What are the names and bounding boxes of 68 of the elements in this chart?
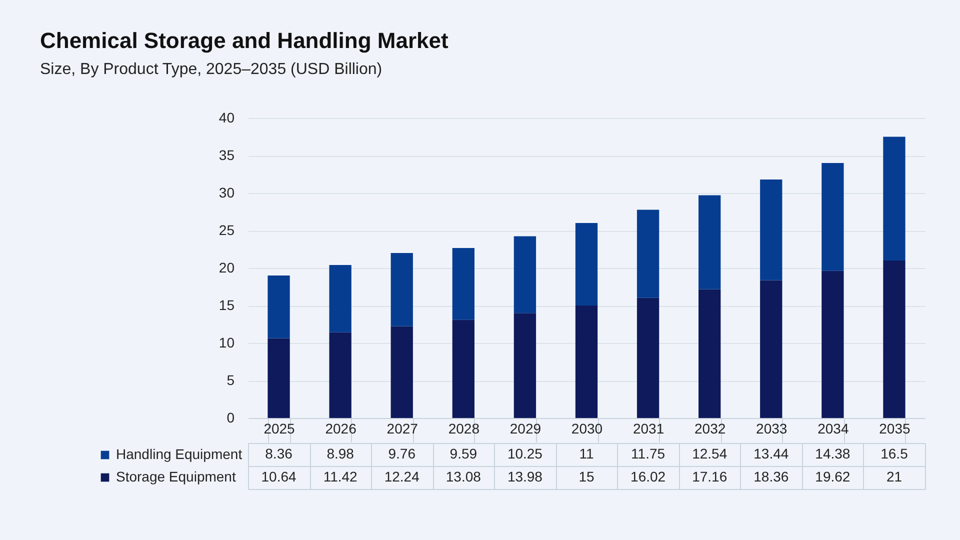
data-label: 8.36 <box>265 446 293 462</box>
data-label: 16.02 <box>630 468 666 484</box>
data-label: 19.62 <box>815 468 850 484</box>
y-tick-label: 0 <box>226 410 235 426</box>
bar <box>760 280 782 418</box>
legend-label: Storage Equipment <box>116 468 236 484</box>
x-tick-label: 2032 <box>694 420 726 436</box>
data-label: 12.24 <box>384 468 420 484</box>
data-label: 13.08 <box>446 468 482 484</box>
x-tick-label: 2030 <box>571 420 603 436</box>
bar <box>883 260 906 418</box>
legend-label: Handling Equipment <box>116 446 242 462</box>
data-label: 17.16 <box>692 468 728 484</box>
y-tick-label: 10 <box>218 334 235 350</box>
y-tick-label: 30 <box>218 184 235 200</box>
data-label: 11.42 <box>323 468 358 484</box>
bar <box>575 223 598 306</box>
y-tick-label: 40 <box>218 110 235 126</box>
data-label: 18.36 <box>754 468 789 484</box>
y-tick-label: 15 <box>218 297 235 313</box>
bar <box>514 313 536 418</box>
x-tick-label: 2029 <box>510 420 542 436</box>
bar <box>390 253 413 326</box>
y-tick-label: 35 <box>218 147 235 163</box>
data-label: 15 <box>578 468 594 484</box>
data-label: 12.54 <box>692 446 728 462</box>
bar <box>329 265 352 332</box>
data-label: 9.59 <box>450 446 478 462</box>
chart-title: Chemical Storage and Handling Market <box>40 28 449 53</box>
y-tick-label: 20 <box>218 260 235 276</box>
data-label: 9.76 <box>388 446 416 462</box>
bar <box>514 236 536 314</box>
x-tick-label: 2033 <box>756 420 788 436</box>
x-tick-label: 2034 <box>818 420 849 436</box>
bar <box>268 338 290 418</box>
data-label: 11 <box>579 446 594 462</box>
data-label: 10.25 <box>507 446 543 462</box>
data-label: 21 <box>886 468 902 484</box>
bar <box>822 270 844 418</box>
data-label: 10.64 <box>261 468 296 484</box>
x-tick-label: 2028 <box>448 420 480 436</box>
bar <box>698 195 721 290</box>
x-tick-label: 2026 <box>325 420 357 436</box>
bar <box>636 210 660 298</box>
bar <box>698 289 721 418</box>
x-tick-label: 2035 <box>879 420 911 436</box>
bar <box>760 180 782 280</box>
data-label: 13.98 <box>507 468 543 484</box>
bar <box>452 248 474 320</box>
bar <box>575 306 598 418</box>
data-label: 16.5 <box>880 446 908 462</box>
bar <box>636 298 660 418</box>
data-label: 11.75 <box>631 446 666 462</box>
data-label: 13.44 <box>754 446 789 462</box>
bar <box>452 320 474 418</box>
chart-subtitle: Size, By Product Type, 2025–2035 (USD Billion) <box>40 61 382 78</box>
x-tick-label: 2031 <box>632 420 664 436</box>
bar <box>390 326 413 418</box>
x-tick-label: 2027 <box>386 420 418 436</box>
y-tick-label: 5 <box>226 372 235 388</box>
bar <box>883 136 906 260</box>
data-label: 14.38 <box>815 446 850 462</box>
x-tick-label: 2025 <box>264 420 296 436</box>
bar <box>329 332 352 418</box>
y-tick-label: 25 <box>218 222 235 238</box>
data-label: 8.98 <box>326 446 354 462</box>
bar <box>268 276 290 338</box>
bar <box>822 163 844 271</box>
